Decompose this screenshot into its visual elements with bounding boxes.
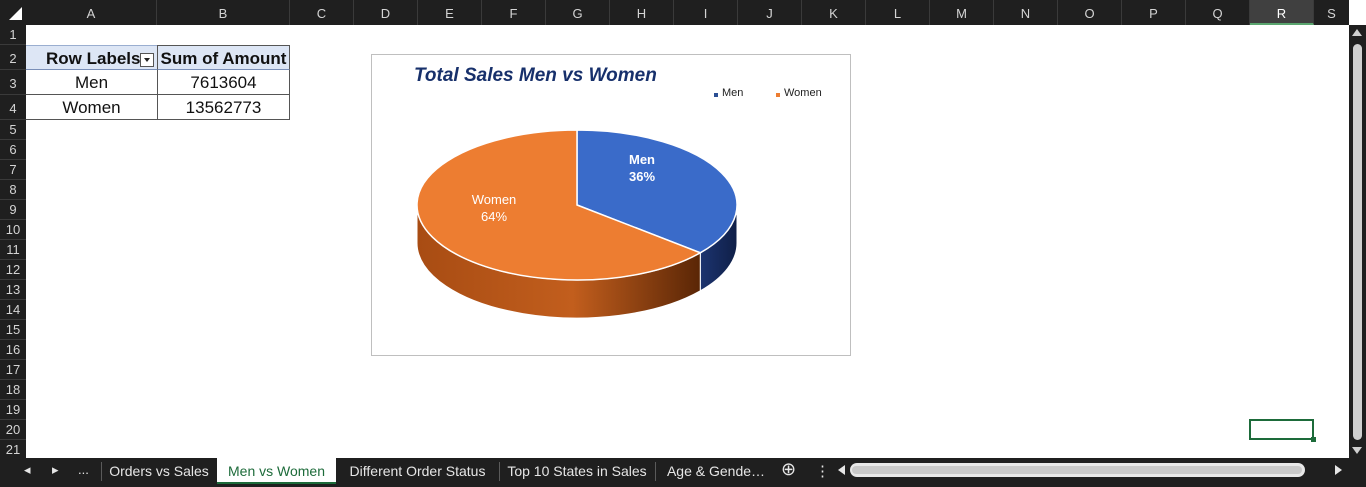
column-header-i[interactable]: I — [674, 0, 738, 25]
tab-top-10-states-in-sales[interactable]: Top 10 States in Sales — [507, 463, 647, 479]
column-header-q[interactable]: Q — [1186, 0, 1250, 25]
row-header-9[interactable]: 9 — [0, 200, 26, 220]
column-header-n[interactable]: N — [994, 0, 1058, 25]
scroll-up-icon[interactable] — [1352, 29, 1362, 36]
chart-title[interactable]: Total Sales Men vs Women — [414, 65, 657, 86]
tab-different-order-status[interactable]: Different Order Status — [349, 463, 486, 479]
row-header-14[interactable]: 14 — [0, 300, 26, 320]
chevron-down-icon — [144, 58, 150, 62]
row-header-11[interactable]: 11 — [0, 240, 26, 260]
row-header-4[interactable]: 4 — [0, 95, 26, 120]
tab-orders-vs-sales[interactable]: Orders vs Sales — [109, 463, 209, 479]
legend-label-men[interactable]: Men — [722, 87, 744, 99]
column-header-r[interactable]: R — [1250, 0, 1314, 25]
column-header-l[interactable]: L — [866, 0, 930, 25]
slice-label-women: Women 64% — [462, 191, 526, 225]
pivot-header-sum[interactable]: Sum of Amount — [157, 45, 290, 70]
slice-label-men-pct: 36% — [628, 169, 656, 184]
vertical-scrollbar-thumb[interactable] — [1353, 44, 1362, 440]
sheet-nav-next-icon[interactable]: ▸ — [52, 462, 59, 477]
row-header-18[interactable]: 18 — [0, 380, 26, 400]
filter-dropdown-button[interactable] — [140, 53, 154, 67]
pie-group — [416, 129, 738, 319]
pivot-row-value[interactable]: 13562773 — [157, 95, 290, 120]
row-header-bar — [0, 25, 26, 460]
column-header-j[interactable]: J — [738, 0, 802, 25]
hscroll-left-icon[interactable] — [838, 465, 845, 475]
pivot-header-row-labels[interactable]: Row Labels — [26, 45, 157, 70]
column-header-e[interactable]: E — [418, 0, 482, 25]
row-header-2[interactable]: 2 — [0, 45, 26, 70]
column-header-m[interactable]: M — [930, 0, 994, 25]
column-header-o[interactable]: O — [1058, 0, 1122, 25]
add-sheet-icon[interactable]: ⊕ — [781, 459, 797, 479]
select-all-triangle-icon — [9, 7, 22, 20]
pie-chart-container[interactable]: Total Sales Men vs Women Men Women Men 3… — [371, 54, 851, 356]
column-header-k[interactable]: K — [802, 0, 866, 25]
row-header-5[interactable]: 5 — [0, 120, 26, 140]
tab-separator — [499, 462, 500, 481]
pivot-row-value[interactable]: 7613604 — [157, 70, 290, 95]
scroll-down-icon[interactable] — [1352, 447, 1362, 454]
pivot-header-row-labels-text: Row Labels — [46, 49, 141, 68]
legend-label-women[interactable]: Women — [784, 87, 822, 99]
more-options-icon[interactable]: ⋮ — [815, 463, 830, 480]
row-header-1[interactable]: 1 — [0, 25, 26, 45]
active-cell-selection[interactable] — [1249, 419, 1314, 440]
column-header-s[interactable]: S — [1327, 6, 1336, 21]
row-header-6[interactable]: 6 — [0, 140, 26, 160]
row-header-8[interactable]: 8 — [0, 180, 26, 200]
slice-label-women-name: Women — [471, 192, 517, 207]
slice-label-men-name: Men — [629, 152, 655, 167]
slice-label-women-pct: 64% — [480, 209, 508, 224]
row-header-10[interactable]: 10 — [0, 220, 26, 240]
column-header-d[interactable]: D — [354, 0, 418, 25]
column-header-f[interactable]: F — [482, 0, 546, 25]
row-header-13[interactable]: 13 — [0, 280, 26, 300]
column-header-bar — [26, 0, 1349, 25]
pivot-row-label[interactable]: Men — [26, 70, 157, 95]
column-header-h[interactable]: H — [610, 0, 674, 25]
tab-age-and-gender[interactable]: Age & Gende… — [666, 463, 766, 479]
tab-separator — [101, 462, 102, 481]
slice-label-men: Men 36% — [620, 151, 664, 185]
column-header-a[interactable]: A — [26, 0, 157, 25]
row-header-16[interactable]: 16 — [0, 340, 26, 360]
column-header-b[interactable]: B — [157, 0, 290, 25]
row-header-17[interactable]: 17 — [0, 360, 26, 380]
sheet-overflow-button[interactable]: ... — [78, 462, 89, 477]
pie-slice-women[interactable] — [416, 129, 703, 281]
pivot-row-label[interactable]: Women — [26, 95, 157, 120]
legend-marker-men — [714, 93, 718, 97]
tab-separator — [655, 462, 656, 481]
row-header-7[interactable]: 7 — [0, 160, 26, 180]
column-header-p[interactable]: P — [1122, 0, 1186, 25]
legend-marker-women — [776, 93, 780, 97]
hscroll-right-icon[interactable] — [1335, 465, 1342, 475]
row-header-21[interactable]: 21 — [0, 440, 26, 460]
row-header-15[interactable]: 15 — [0, 320, 26, 340]
pie-chart-svg — [416, 129, 738, 319]
row-header-20[interactable]: 20 — [0, 420, 26, 440]
sheet-nav-prev-icon[interactable]: ◂ — [24, 462, 31, 477]
column-header-c[interactable]: C — [290, 0, 354, 25]
row-header-12[interactable]: 12 — [0, 260, 26, 280]
fill-handle[interactable] — [1311, 437, 1316, 442]
pie-slice-men[interactable] — [576, 129, 738, 254]
tab-men-vs-women[interactable]: Men vs Women — [217, 458, 336, 484]
column-header-g[interactable]: G — [546, 0, 610, 25]
row-header-19[interactable]: 19 — [0, 400, 26, 420]
row-header-3[interactable]: 3 — [0, 70, 26, 95]
horizontal-scrollbar-thumb[interactable] — [852, 466, 1302, 474]
